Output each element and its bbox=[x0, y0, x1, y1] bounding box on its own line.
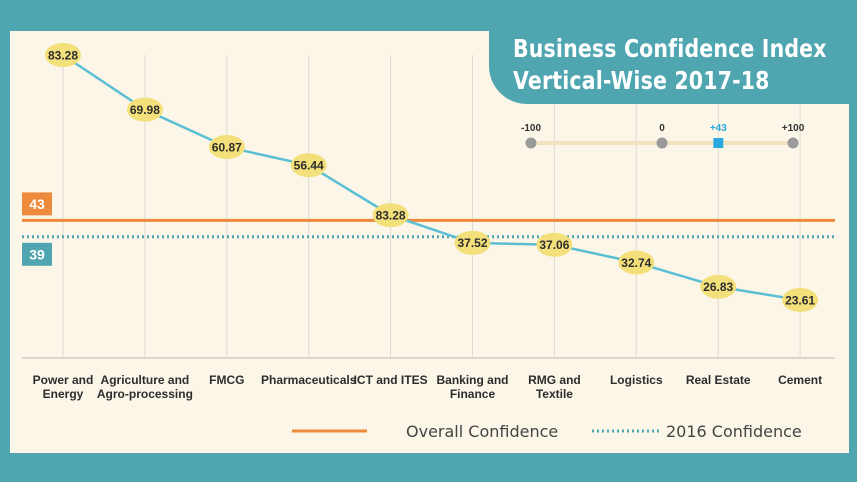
reference-badge bbox=[22, 242, 52, 266]
scale-dot bbox=[656, 137, 668, 149]
data-label: 23.61 bbox=[785, 293, 815, 307]
scale-dot bbox=[787, 137, 799, 149]
x-tick-label: FMCG bbox=[209, 373, 244, 387]
legend-label-2016: 2016 Confidence bbox=[666, 422, 802, 441]
data-label: 37.52 bbox=[457, 236, 487, 250]
x-tick-label: Real Estate bbox=[686, 373, 751, 387]
data-point bbox=[208, 135, 245, 160]
scale-label: +43 bbox=[710, 123, 727, 134]
data-point bbox=[372, 203, 409, 228]
data-label: 83.28 bbox=[376, 208, 406, 222]
data-label: 32.74 bbox=[621, 256, 651, 270]
data-point bbox=[782, 288, 819, 312]
title-banner: Business Confidence Index Vertical-Wise … bbox=[489, 0, 857, 104]
data-point bbox=[126, 97, 163, 122]
data-point bbox=[290, 153, 327, 178]
x-tick-label: Agriculture and Agro-processing bbox=[97, 373, 193, 401]
scale-dot bbox=[525, 137, 537, 149]
x-tick-label: ICT and ITES bbox=[354, 373, 428, 387]
reference-badge-label: 43 bbox=[29, 196, 45, 212]
title-line-1: Business Confidence Index bbox=[513, 34, 827, 63]
data-point bbox=[700, 274, 737, 299]
scale-label: 0 bbox=[659, 123, 665, 134]
scale-label: +100 bbox=[782, 123, 805, 134]
data-label: 69.98 bbox=[130, 103, 160, 117]
series-line bbox=[62, 53, 801, 302]
legend-label-overall: Overall Confidence bbox=[406, 422, 558, 441]
data-label: 83.28 bbox=[48, 48, 78, 62]
scale-marker bbox=[713, 138, 724, 148]
data-label: 60.87 bbox=[212, 140, 242, 154]
x-tick-label: Logistics bbox=[610, 373, 663, 387]
x-tick-label: Banking and Finance bbox=[436, 373, 508, 401]
scale-label: -100 bbox=[521, 123, 541, 134]
x-tick-label: Pharmaceuticals bbox=[261, 373, 357, 387]
data-point bbox=[454, 230, 491, 255]
x-tick-label: Cement bbox=[778, 373, 822, 387]
data-point bbox=[45, 43, 81, 67]
reference-badge bbox=[22, 192, 52, 216]
data-point bbox=[536, 232, 573, 257]
data-point bbox=[618, 250, 655, 275]
x-tick-label: RMG and Textile bbox=[528, 373, 581, 401]
data-label: 26.83 bbox=[703, 280, 733, 294]
data-label: 37.06 bbox=[539, 238, 569, 252]
title-line-2: Vertical-Wise 2017-18 bbox=[513, 66, 770, 95]
data-label: 56.44 bbox=[294, 159, 324, 173]
x-tick-label: Power and Energy bbox=[33, 373, 94, 401]
reference-badge-label: 39 bbox=[29, 246, 45, 262]
